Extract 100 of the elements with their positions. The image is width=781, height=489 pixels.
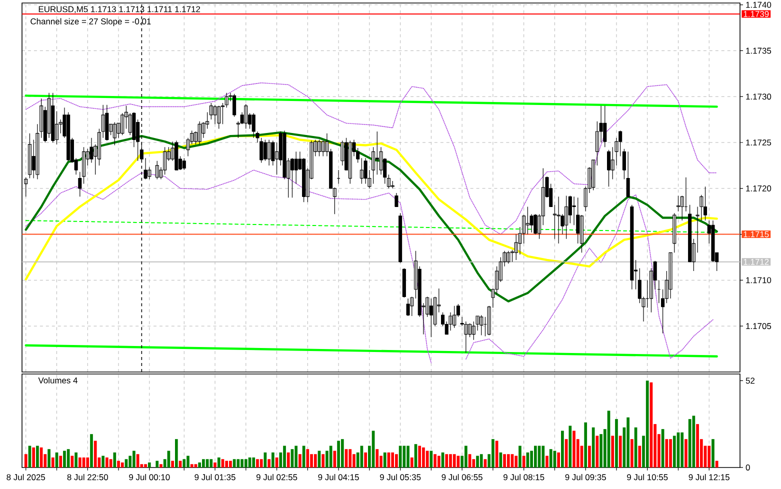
y-tick-label: 0 <box>746 464 750 470</box>
bar <box>518 446 522 468</box>
ref-line-label: 1.1712 <box>744 258 769 265</box>
bar <box>256 459 259 468</box>
x-tick-label: 9 Jul 02:55 <box>256 474 298 480</box>
bar <box>78 457 82 468</box>
bar <box>314 454 317 468</box>
bar <box>271 452 274 468</box>
ref-line-label: 1.1715 <box>744 231 769 238</box>
y-tick-label: 1.1735 <box>746 48 772 54</box>
bar <box>244 459 248 468</box>
bar <box>102 456 104 468</box>
bar <box>476 456 479 468</box>
candlestick <box>348 140 352 184</box>
bar <box>240 459 244 468</box>
bar <box>630 439 634 468</box>
candlestick <box>410 296 414 316</box>
bar <box>434 454 436 468</box>
bar <box>322 454 325 468</box>
bar <box>194 464 198 468</box>
candlestick <box>626 151 630 198</box>
bar <box>395 454 398 468</box>
chart-title: EURUSD,M5 1.1713 1.1713 1.1711 1.1712 <box>38 6 200 14</box>
candlestick <box>267 139 271 166</box>
bar <box>120 462 124 468</box>
candlestick <box>24 177 28 197</box>
bar <box>160 464 162 468</box>
bar <box>51 457 54 468</box>
bar <box>74 452 78 468</box>
bar <box>422 447 425 468</box>
chart-title: Volumes 4 <box>38 377 78 384</box>
bar <box>618 436 622 468</box>
bar <box>348 449 352 468</box>
bar <box>202 459 205 468</box>
candlestick <box>668 252 672 299</box>
bar <box>294 446 298 468</box>
candlestick <box>28 133 32 179</box>
candlestick <box>336 170 340 184</box>
bar <box>611 436 614 468</box>
bar <box>584 422 588 468</box>
candlestick <box>105 104 109 141</box>
candlestick <box>480 314 484 336</box>
y-tick-label: 1.1720 <box>746 185 772 192</box>
bar <box>437 456 440 468</box>
y-tick-label: 1.1740 <box>746 2 772 8</box>
candlestick <box>506 250 510 264</box>
candlestick <box>263 139 267 162</box>
bar <box>217 457 220 468</box>
bar <box>36 446 39 468</box>
y-tick-label: 1.1705 <box>746 323 772 330</box>
y-tick-label: 1.1710 <box>746 277 772 284</box>
candlestick <box>704 186 708 221</box>
y-tick-label: 1.1725 <box>746 140 772 146</box>
bar <box>210 459 213 468</box>
annotation: Channel size = 27 Slope = -0.01 <box>30 18 151 26</box>
bar <box>688 419 692 468</box>
candlestick <box>452 306 456 328</box>
candlestick <box>217 105 221 130</box>
bar <box>549 449 552 468</box>
bar <box>59 456 62 468</box>
bar <box>669 439 672 468</box>
bar <box>86 457 90 468</box>
bar <box>561 430 564 468</box>
bar <box>94 440 97 468</box>
bar <box>32 447 36 468</box>
bar <box>391 452 394 468</box>
bar <box>506 454 510 468</box>
bar <box>503 454 506 468</box>
bar <box>696 424 699 468</box>
bar <box>638 446 642 468</box>
bar <box>286 452 290 468</box>
bar <box>708 446 711 468</box>
candlestick <box>78 172 82 197</box>
candlestick <box>220 102 225 124</box>
bar <box>426 450 429 468</box>
candlestick <box>224 92 228 108</box>
candlestick <box>464 321 468 354</box>
candlestick <box>232 94 236 118</box>
candlestick <box>386 174 390 189</box>
bar <box>190 464 194 468</box>
candlestick <box>429 298 433 338</box>
y-tick-label: 1.1730 <box>746 94 772 100</box>
bar <box>148 462 151 468</box>
bar <box>252 457 256 468</box>
bar <box>684 439 688 468</box>
candlestick <box>252 112 256 138</box>
candlestick <box>209 102 213 120</box>
bar <box>665 439 668 468</box>
bar <box>534 446 537 468</box>
x-tick-label: 9 Jul 09:35 <box>565 474 606 480</box>
bar <box>260 459 263 468</box>
candlestick <box>182 158 186 170</box>
x-tick-label: 9 Jul 10:55 <box>627 474 668 480</box>
bar <box>340 439 344 468</box>
bar <box>557 452 560 468</box>
candlestick <box>564 195 568 240</box>
x-tick-label: 9 Jul 04:15 <box>318 474 359 480</box>
bar <box>117 460 120 468</box>
candlestick <box>402 268 406 298</box>
bar <box>480 454 483 468</box>
